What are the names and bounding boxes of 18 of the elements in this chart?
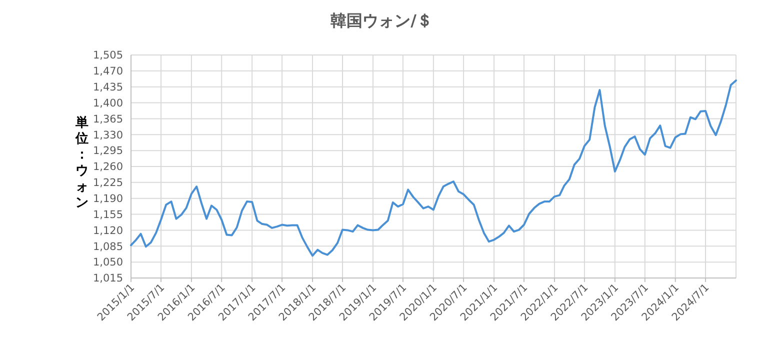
y-tick-label: 1,085 xyxy=(92,240,123,253)
y-tick-label: 1,050 xyxy=(92,256,123,269)
y-tick-label: 1,365 xyxy=(92,113,123,126)
y-tick-label: 1,295 xyxy=(92,145,123,158)
y-tick-label: 1,260 xyxy=(92,161,123,174)
y-tick-label: 1,400 xyxy=(92,97,123,110)
y-tick-label: 1,435 xyxy=(92,82,123,94)
y-tick-label: 1,015 xyxy=(92,272,123,285)
y-tick-label: 1,120 xyxy=(92,224,123,237)
y-tick-label: 1,190 xyxy=(92,193,123,206)
y-tick-label: 1,505 xyxy=(92,50,123,62)
y-tick-label: 1,225 xyxy=(92,177,123,190)
y-tick-label: 1,155 xyxy=(92,208,123,221)
y-tick-label: 1,330 xyxy=(92,129,123,142)
y-tick-label: 1,470 xyxy=(92,66,123,78)
y-axis-title: 単位：ウォン xyxy=(74,116,88,210)
chart-title: 韓国ウォン/＄ xyxy=(330,11,432,30)
line-series xyxy=(130,79,737,257)
